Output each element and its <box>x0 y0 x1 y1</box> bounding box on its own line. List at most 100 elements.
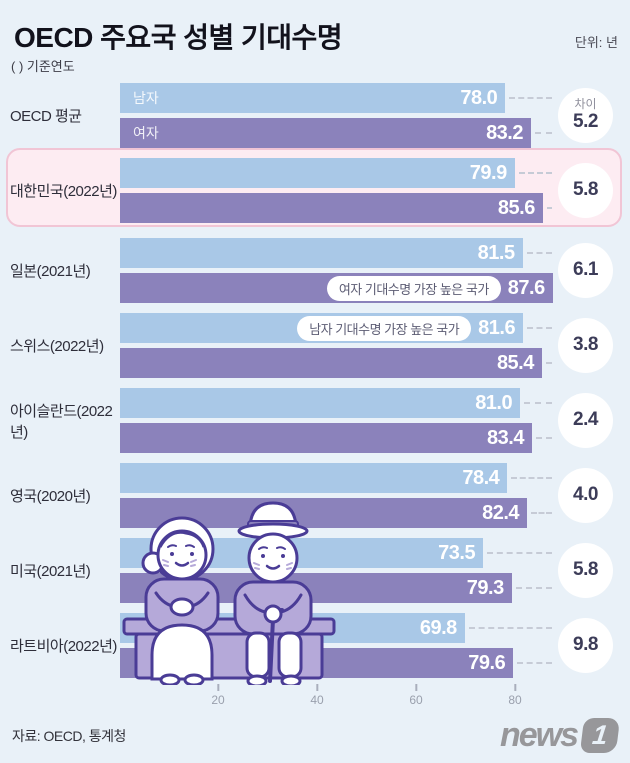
country-label: 라트비아(2022년) <box>10 638 117 655</box>
diff-caption: 차이 <box>574 97 597 112</box>
bar-group: 81.5 여자 기대수명 가장 높은 국가 87.6 <box>120 238 556 308</box>
base-year-note: ( ) 기준연도 <box>11 59 75 74</box>
tick-mark <box>513 684 516 691</box>
male-connector-line <box>468 627 552 629</box>
x-axis: 20 40 60 80 <box>0 684 630 714</box>
diff-badge: 6.1 <box>558 243 613 298</box>
tick-label: 60 <box>409 693 423 707</box>
male-bar: 78.4 <box>120 463 508 493</box>
diff-badge: 9.8 <box>558 618 613 673</box>
female-bar-row: 83.4 <box>120 423 556 453</box>
diff-value: 5.8 <box>573 179 598 201</box>
female-bar: 85.4 <box>120 348 542 378</box>
country-label: 영국(2020년) <box>10 488 91 505</box>
male-bar-row: 남자 기대수명 가장 높은 국가 81.6 <box>120 313 556 343</box>
unit-label: 단위: 년 <box>574 35 618 50</box>
male-value: 81.6 <box>478 316 516 339</box>
elderly-couple-illustration <box>122 501 336 685</box>
male-connector-line <box>527 327 552 329</box>
diff-badge: 2.4 <box>558 393 613 448</box>
news1-logo-text: news <box>499 716 579 754</box>
female-bar: 여자 기대수명 가장 높은 국가 87.6 <box>120 273 553 303</box>
bar-group: 78.4 82.4 <box>120 463 556 533</box>
male-bar-row: 남자 78.0 <box>120 83 556 113</box>
country-block-japan: 일본(2021년) 81.5 여자 기대수명 가장 높은 국가 87.6 6.1 <box>0 238 630 303</box>
diff-value: 5.8 <box>573 559 598 581</box>
male-bar: 79.9 <box>120 158 515 188</box>
female-bar: 83.4 <box>120 423 532 453</box>
news1-logo-badge: 1 <box>579 718 621 753</box>
country-block-iceland: 아이슬란드(2022년) 81.0 83.4 2.4 <box>0 388 630 453</box>
female-value: 85.4 <box>496 351 534 374</box>
country-block-switzerland: 스위스(2022년) 남자 기대수명 가장 높은 국가 81.6 85.4 3.8 <box>0 313 630 378</box>
page-title: OECD 주요국 성별 기대수명 <box>14 22 343 53</box>
female-value: 79.6 <box>468 651 506 674</box>
female-value: 83.4 <box>487 426 524 449</box>
female-connector-line <box>545 362 552 364</box>
diff-value: 5.2 <box>573 110 598 132</box>
diff-value: 4.0 <box>573 484 598 506</box>
grandpa <box>233 501 313 685</box>
male-bar: 남자 78.0 <box>120 83 506 113</box>
news1-logo-badge-digit: 1 <box>590 720 610 750</box>
bar-group: 남자 기대수명 가장 높은 국가 81.6 85.4 <box>120 313 556 383</box>
male-connector-line <box>509 97 552 99</box>
female-connector-line <box>546 207 552 209</box>
country-block-oecd-average: OECD 평균 남자 78.0 여자 83.2 차이 5.2 <box>0 83 630 148</box>
grandma <box>141 516 220 685</box>
female-connector-line <box>531 512 552 514</box>
male-value: 69.8 <box>419 616 457 639</box>
male-value: 81.5 <box>477 241 515 264</box>
female-connector-line <box>535 132 552 134</box>
male-bar: 남자 기대수명 가장 높은 국가 81.6 <box>120 313 524 343</box>
tick-mark <box>414 684 417 691</box>
tick-label: 20 <box>211 693 225 707</box>
male-value: 81.0 <box>475 391 513 414</box>
female-connector-line <box>515 587 552 589</box>
female-value: 79.3 <box>466 576 504 599</box>
country-block-korea: 대한민국(2022년) 79.9 85.6 5.8 <box>0 158 630 223</box>
male-value: 79.9 <box>469 161 507 184</box>
male-value: 73.5 <box>438 541 476 564</box>
male-bar-row: 81.0 <box>120 388 556 418</box>
female-bar-row: 여자 83.2 <box>120 118 556 148</box>
tick-mark <box>315 684 318 691</box>
male-value: 78.4 <box>462 466 500 489</box>
male-value: 78.0 <box>460 86 498 109</box>
male-bar-row: 78.4 <box>120 463 556 493</box>
male-connector-line <box>487 552 552 554</box>
female-series-label: 여자 <box>133 125 159 141</box>
female-value: 82.4 <box>482 501 520 524</box>
female-bar-row: 85.6 <box>120 193 556 223</box>
bar-group: 79.9 85.6 <box>120 158 556 228</box>
country-label: 아이슬란드(2022년) <box>10 402 113 441</box>
tick-label: 40 <box>310 693 324 707</box>
news1-logo: news 1 <box>499 716 621 755</box>
diff-badge: 차이 5.2 <box>558 88 613 143</box>
country-label: 미국(2021년) <box>10 563 91 580</box>
country-label: 대한민국(2022년) <box>10 183 117 200</box>
female-bar: 여자 83.2 <box>120 118 531 148</box>
x-axis-tick: 80 <box>508 684 522 707</box>
male-connector-line <box>526 252 552 254</box>
female-connector-line <box>517 662 552 664</box>
bar-group: 남자 78.0 여자 83.2 <box>120 83 556 153</box>
country-block-uk: 영국(2020년) 78.4 82.4 4.0 <box>0 463 630 528</box>
diff-badge: 5.8 <box>558 163 613 218</box>
male-connector-line <box>518 172 552 174</box>
country-label: OECD 평균 <box>10 108 82 125</box>
source-credit: 자료: OECD, 통계청 <box>12 728 126 744</box>
male-connector-line <box>524 402 552 404</box>
bar-group: 81.0 83.4 <box>120 388 556 458</box>
male-bar: 81.5 <box>120 238 523 268</box>
female-bar: 85.6 <box>120 193 543 223</box>
diff-value: 6.1 <box>573 259 598 281</box>
female-connector-line <box>535 437 552 439</box>
x-axis-tick: 60 <box>409 684 423 707</box>
tick-label: 80 <box>508 693 522 707</box>
male-bar-row: 81.5 <box>120 238 556 268</box>
female-bar-row: 85.4 <box>120 348 556 378</box>
country-label: 일본(2021년) <box>10 263 91 280</box>
tick-mark <box>216 684 219 691</box>
